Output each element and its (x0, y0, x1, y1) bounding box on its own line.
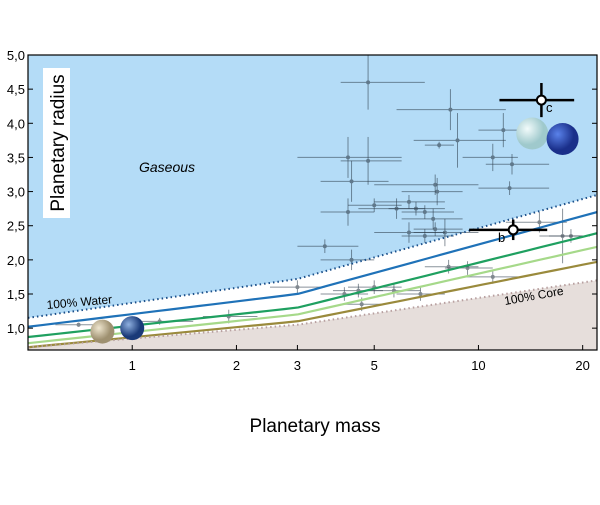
y-tick-label: 4,5 (7, 82, 25, 97)
data-point (374, 194, 445, 209)
planet-b-label: b (498, 230, 505, 245)
venus-icon (90, 319, 115, 344)
point-marker (507, 186, 512, 191)
point-marker (422, 210, 427, 215)
data-point (462, 143, 518, 172)
ylabel-box (43, 68, 70, 218)
point-marker (501, 128, 506, 133)
y-tick-label: 1,0 (7, 321, 25, 336)
point-marker (413, 206, 418, 211)
y-tick-label: 5,0 (7, 48, 25, 63)
point-marker (535, 94, 547, 106)
curve-100-water (28, 194, 597, 319)
point-marker (322, 244, 327, 249)
point-marker (507, 224, 519, 236)
core-region (28, 280, 597, 350)
y-tick-label: 4,0 (7, 116, 25, 131)
data-point (320, 198, 375, 226)
point-marker (509, 162, 514, 167)
water-label: 100% Water (46, 292, 113, 312)
x-tick-label: 2 (233, 358, 240, 373)
point-marker (349, 257, 354, 262)
data-point (340, 55, 425, 110)
data-point (297, 136, 402, 178)
uranus-icon (516, 117, 549, 150)
y-tick-label: 2,5 (7, 219, 25, 234)
curve-100-core (28, 279, 597, 349)
y-axis-label: Planetary radius (48, 74, 69, 211)
data-point (340, 136, 402, 185)
data-point (320, 160, 389, 202)
earth-icon (120, 316, 145, 341)
data-point (348, 198, 402, 213)
x-axis-label: Planetary mass (250, 416, 381, 437)
x-tick-label: 1 (129, 358, 136, 373)
point-marker (366, 158, 371, 163)
point-marker (437, 143, 442, 148)
point-marker (442, 230, 447, 235)
data-point (388, 201, 445, 216)
point-marker (490, 274, 495, 279)
gaseous-label: Gaseous (139, 159, 195, 175)
data-point (478, 113, 518, 148)
point-marker (76, 322, 81, 327)
gaseous-region (28, 55, 597, 318)
planet-b (469, 219, 548, 241)
point-marker (433, 227, 438, 232)
point-marker (465, 266, 470, 271)
point-marker (433, 182, 438, 187)
data-point (401, 208, 463, 230)
point-marker (295, 285, 300, 290)
data-point (401, 177, 463, 206)
data-point (269, 280, 325, 295)
y-tick-label: 1,5 (7, 287, 25, 302)
planet-c (499, 82, 575, 118)
point-marker (346, 155, 351, 160)
plot-frame (27, 54, 598, 351)
point-marker (568, 233, 573, 238)
point-marker (349, 179, 354, 184)
point-marker (406, 230, 411, 235)
data-point (413, 218, 479, 247)
point-marker (418, 292, 423, 297)
point-marker (490, 155, 495, 160)
x-tick-label: 10 (471, 358, 485, 373)
y-tick-label: 3,0 (7, 185, 25, 200)
planet-c-label: c (546, 100, 553, 115)
data-point (297, 239, 359, 254)
point-marker (431, 216, 436, 221)
data-point (413, 222, 463, 236)
point-marker (537, 220, 542, 225)
point-marker (422, 233, 427, 238)
curve-olive (28, 260, 597, 349)
point-marker (366, 80, 371, 85)
point-marker (455, 138, 460, 143)
point-marker (372, 203, 377, 208)
curve-blue (28, 210, 597, 328)
data-point (478, 181, 550, 195)
x-tick-label: 20 (575, 358, 589, 373)
point-marker (359, 302, 364, 307)
x-tick-label: 3 (294, 358, 301, 373)
data-point (401, 205, 455, 219)
data-point (424, 141, 455, 149)
data-point (413, 113, 506, 168)
data-point (396, 89, 506, 131)
point-marker (406, 199, 411, 204)
point-marker (346, 210, 351, 215)
x-tick-label: 5 (371, 358, 378, 373)
y-tick-label: 3,5 (7, 150, 25, 165)
data-point (485, 154, 550, 175)
y-tick-label: 2,0 (7, 253, 25, 268)
point-marker (448, 107, 453, 112)
point-marker (435, 189, 440, 194)
neptune-icon (546, 122, 579, 155)
